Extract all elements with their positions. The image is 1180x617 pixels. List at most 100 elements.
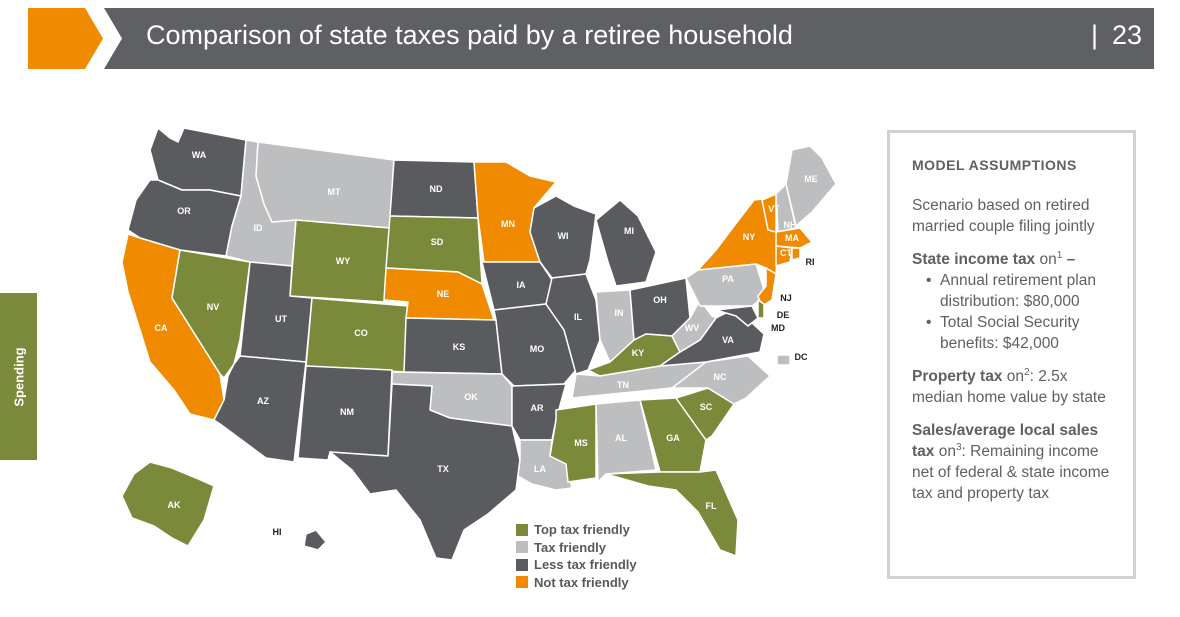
assumptions-heading: MODEL ASSUMPTIONS (912, 157, 1077, 173)
state-md (715, 305, 759, 327)
footnote-2: 2 (1024, 366, 1030, 378)
state-ga (639, 397, 707, 473)
legend-item-less: Less tax friendly (516, 556, 637, 574)
legend-item-tax: Tax friendly (516, 539, 637, 557)
section-tab[interactable]: Spending (0, 293, 37, 460)
legend-item-not: Not tax friendly (516, 574, 637, 592)
state-mi (595, 199, 657, 287)
state-label-ar: AR (531, 403, 544, 413)
state-al (595, 399, 657, 483)
legend-swatch-top (516, 523, 528, 536)
state-mt (255, 141, 395, 229)
state-label-nc: NC (714, 372, 727, 382)
state-ri (791, 247, 801, 261)
property-tax-on: on (1002, 368, 1025, 385)
state-label-sd: SD (431, 237, 444, 247)
state-label-nm: NM (340, 407, 354, 417)
state-label-nd: ND (430, 184, 443, 194)
state-label-ca: CA (155, 323, 168, 333)
state-label-dc: DC (795, 352, 808, 362)
state-label-md: MD (771, 323, 785, 333)
state-label-wy: WY (336, 256, 351, 266)
state-label-in: IN (615, 308, 624, 318)
state-label-va: VA (722, 335, 734, 345)
legend-item-top: Top tax friendly (516, 521, 637, 539)
state-label-me: ME (804, 174, 818, 184)
state-label-la: LA (534, 464, 546, 474)
header-arrow-accent (28, 8, 103, 69)
footnote-3: 3 (955, 441, 962, 453)
state-label-nv: NV (207, 302, 220, 312)
state-label-ms: MS (574, 438, 588, 448)
state-ak (121, 461, 215, 547)
footnote-1: 1 (1056, 249, 1063, 261)
page-number-separator: | (1090, 20, 1098, 50)
legend-label: Top tax friendly (534, 522, 630, 538)
page-number-value: 23 (1111, 20, 1142, 50)
state-fl (605, 469, 739, 557)
assumptions-property-tax: Property tax on2: 2.5x median home value… (912, 366, 1111, 408)
state-wi (529, 195, 597, 279)
page-number: | 23 (1091, 20, 1142, 51)
state-label-ma: MA (785, 233, 799, 243)
legend-label: Not tax friendly (534, 574, 629, 590)
state-label-id: ID (254, 223, 264, 233)
model-assumptions-panel: MODEL ASSUMPTIONS Scenario based on reti… (887, 130, 1136, 579)
state-label-wv: WV (685, 323, 700, 333)
state-label-az: AZ (257, 396, 269, 406)
sales-tax-text: : Remaining income net of federal & stat… (912, 443, 1110, 502)
state-wv (671, 299, 717, 353)
income-list: Annual retirement plan distribution: $80… (912, 270, 1111, 354)
state-label-ia: IA (517, 280, 527, 290)
property-tax-text: : 2.5x median home value by state (912, 368, 1106, 406)
legend-swatch-not (516, 576, 528, 589)
state-dc (776, 354, 791, 366)
map-legend: Top tax friendly Tax friendly Less tax f… (516, 521, 637, 591)
state-de (757, 299, 765, 319)
state-label-al: AL (615, 433, 627, 443)
state-label-ri: RI (806, 257, 815, 267)
state-label-ky: KY (632, 348, 645, 358)
state-az (213, 355, 307, 463)
state-ct (775, 245, 793, 267)
state-label-co: CO (354, 328, 368, 338)
income-tax-label: State income tax (912, 251, 1036, 268)
legend-label: Tax friendly (534, 539, 607, 555)
state-label-or: OR (177, 206, 191, 216)
income-tax-dash: – (1062, 251, 1076, 268)
state-label-hi: HI (273, 527, 282, 537)
state-sc (675, 387, 735, 441)
state-tx (329, 383, 521, 561)
state-label-pa: PA (722, 274, 734, 284)
state-label-ct: CT (780, 248, 792, 258)
state-label-de: DE (777, 310, 790, 320)
state-label-ga: GA (666, 433, 680, 443)
state-hi (303, 529, 327, 551)
state-label-vt: VT (768, 204, 780, 214)
sales-tax-label: Sales/average local sales tax (912, 422, 1099, 460)
state-label-ok: OK (464, 392, 478, 402)
state-ma (775, 227, 813, 249)
assumptions-sales-tax: Sales/average local sales tax on3: Remai… (912, 420, 1111, 504)
state-label-ut: UT (275, 314, 287, 324)
assumptions-income-tax: State income tax on1 – Annual retirement… (912, 249, 1111, 354)
state-label-ne: NE (437, 289, 450, 299)
state-label-nh: NH (784, 220, 797, 230)
income-item: Total Social Security benefits: $42,000 (926, 312, 1111, 354)
state-label-mn: MN (501, 219, 515, 229)
assumptions-scenario: Scenario based on retired married couple… (912, 197, 1095, 235)
state-label-oh: OH (653, 295, 667, 305)
state-me (785, 145, 837, 227)
income-item: Annual retirement plan distribution: $80… (926, 270, 1111, 312)
state-label-il: IL (574, 312, 583, 322)
header-bar (104, 8, 1154, 69)
state-label-wi: WI (558, 231, 569, 241)
state-label-tn: TN (617, 380, 629, 390)
legend-swatch-tax (516, 541, 528, 554)
state-label-sc: SC (700, 402, 713, 412)
property-tax-label: Property tax (912, 368, 1003, 385)
state-label-tx: TX (437, 464, 449, 474)
state-label-wa: WA (192, 150, 207, 160)
state-label-ks: KS (453, 342, 466, 352)
